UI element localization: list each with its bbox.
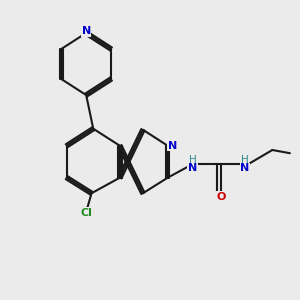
Text: H: H (189, 155, 196, 165)
Text: N: N (82, 26, 91, 36)
Text: O: O (216, 192, 225, 202)
Text: N: N (168, 141, 177, 151)
Text: N: N (240, 163, 250, 173)
Text: N: N (188, 163, 197, 173)
Text: H: H (241, 155, 249, 165)
Text: Cl: Cl (81, 208, 93, 218)
